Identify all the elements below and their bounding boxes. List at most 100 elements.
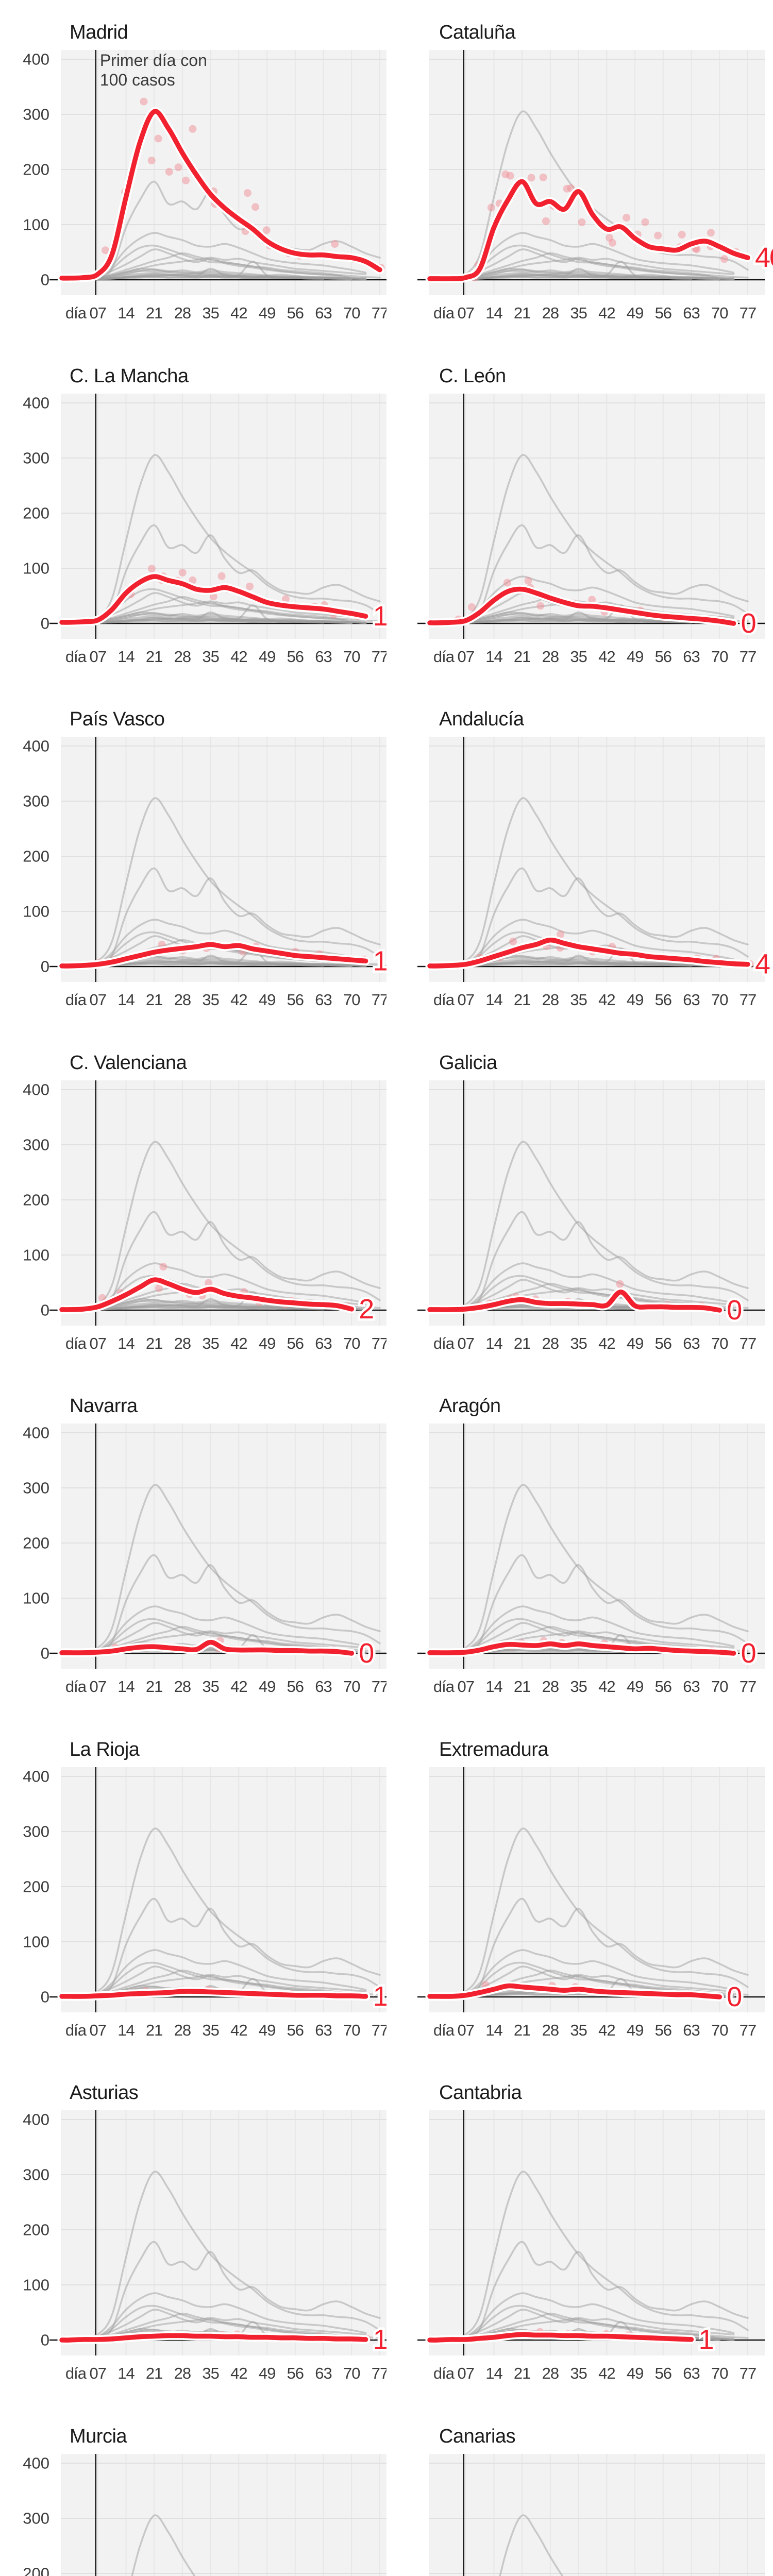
plot-background [61, 2453, 397, 2576]
x-tick-label: 56 [655, 1677, 671, 1696]
x-tick-label: 21 [514, 2021, 530, 2039]
daily-value-dot [147, 156, 156, 164]
x-tick-label: 56 [287, 304, 304, 322]
x-tick-label: 56 [655, 304, 671, 322]
x-tick-label: 70 [711, 1677, 728, 1696]
x-tick-label: 56 [655, 2364, 671, 2382]
x-tick-label: 07 [457, 1334, 474, 1352]
daily-value-dot [140, 97, 148, 106]
x-axis-prefix: día [65, 2364, 87, 2382]
gray-region-line [429, 797, 749, 966]
x-tick-label: 07 [89, 2364, 106, 2382]
daily-value-dot [155, 1284, 163, 1292]
x-tick-label: 14 [485, 1334, 502, 1352]
y-tick-label: 100 [23, 1933, 49, 1951]
x-tick-label: 42 [598, 304, 615, 322]
x-tick-label: 63 [315, 991, 331, 1009]
y-tick-label: 300 [23, 792, 49, 810]
x-tick-label: 49 [627, 1334, 643, 1352]
x-tick-label: 14 [485, 2364, 502, 2382]
latest-value-label: 1 [373, 2324, 386, 2355]
panel-title: C. La Mancha [70, 365, 189, 387]
annotation-line1: Primer día con [100, 51, 207, 70]
y-tick-label: 400 [23, 1080, 49, 1098]
daily-value-dot [563, 184, 571, 193]
x-tick-label: 77 [740, 2364, 756, 2382]
daily-value-dot [542, 217, 550, 225]
x-tick-label: 49 [259, 991, 275, 1009]
x-tick-label: 21 [146, 1677, 162, 1696]
x-tick-label: 63 [683, 1334, 699, 1352]
x-tick-label: 42 [598, 2364, 615, 2382]
latest-value-label: 0 [727, 1295, 741, 1326]
latest-value-label: 1 [699, 2324, 713, 2355]
x-tick-label: 07 [457, 2364, 474, 2382]
x-axis-prefix: día [433, 1334, 455, 1352]
daily-value-dot [720, 255, 728, 263]
x-tick-label: 56 [655, 648, 671, 666]
x-tick-label: 35 [202, 991, 219, 1009]
x-tick-label: 35 [570, 1334, 586, 1352]
x-tick-label: 42 [230, 1677, 247, 1696]
x-tick-label: 49 [627, 2364, 643, 2382]
x-tick-label: 35 [202, 2021, 219, 2039]
x-tick-label: 42 [598, 2021, 615, 2039]
y-tick-label: 300 [23, 449, 49, 467]
x-axis-prefix: día [433, 991, 455, 1009]
x-tick-label: 14 [117, 991, 135, 1009]
x-tick-label: 70 [711, 1334, 728, 1352]
x-tick-label: 28 [542, 648, 559, 666]
x-tick-label: 21 [146, 648, 162, 666]
x-tick-label: 49 [627, 2021, 643, 2039]
panel-La Rioja: La Rioja 1 0 100 200 300 400 día 07 14 21 28 35 42 49 5… [0, 1717, 397, 2061]
x-tick-label: 14 [117, 1334, 135, 1352]
x-tick-label: 14 [117, 2364, 135, 2382]
gray-region-line [429, 1605, 735, 1653]
daily-value-dot [588, 596, 596, 603]
panel-País Vasco: País Vasco100100200300400día071421283542… [0, 687, 405, 1030]
highlighted-region-line [427, 179, 750, 281]
gray-region-line [61, 797, 381, 966]
daily-value-dot [557, 930, 565, 939]
daily-value-dot [536, 602, 545, 609]
gray-region-line [429, 1827, 749, 1996]
daily-value-dot [527, 174, 535, 182]
x-tick-label: 21 [514, 1677, 530, 1696]
x-tick-label: 07 [457, 2021, 474, 2039]
latest-value-label: 0 [727, 1981, 741, 2012]
plot-background [429, 2453, 765, 2576]
x-axis-prefix: día [65, 2021, 87, 2039]
x-tick-label: 42 [598, 1677, 615, 1696]
gray-region-line [429, 2292, 735, 2340]
x-axis-prefix: día [433, 1677, 455, 1696]
x-tick-label: 21 [146, 2021, 162, 2039]
y-tick-label: 200 [23, 848, 49, 866]
x-tick-label: 28 [174, 1334, 191, 1352]
x-tick-label: 70 [343, 2021, 360, 2039]
x-tick-label: 49 [259, 304, 275, 322]
y-tick-label: 200 [23, 1877, 49, 1895]
x-tick-label: 77 [740, 304, 756, 322]
panel-plot: Andalucía 4 día 07 14 21 28 35 42 49 56 63 70 77 [417, 708, 773, 1009]
x-tick-label: 42 [230, 991, 247, 1009]
daily-value-dot [178, 568, 187, 577]
y-tick-label: 200 [23, 2564, 49, 2576]
y-tick-label: 400 [23, 2454, 49, 2472]
latest-value-label: 4 [755, 949, 770, 980]
gray-region-line [61, 1948, 367, 1997]
x-tick-label: 70 [343, 1677, 360, 1696]
x-tick-label: 63 [683, 648, 699, 666]
gray-region-line [61, 276, 325, 281]
x-tick-label: 63 [683, 991, 699, 1009]
x-tick-label: 77 [372, 648, 386, 666]
highlighted-region-line [59, 109, 382, 281]
x-tick-label: 77 [740, 1334, 756, 1352]
x-tick-label: 21 [146, 2364, 162, 2382]
x-tick-label: 49 [627, 304, 643, 322]
daily-value-dot [654, 231, 662, 240]
panel-title: C. León [439, 365, 506, 387]
panel-title: Asturias [70, 2082, 138, 2104]
x-tick-label: 35 [570, 304, 586, 322]
